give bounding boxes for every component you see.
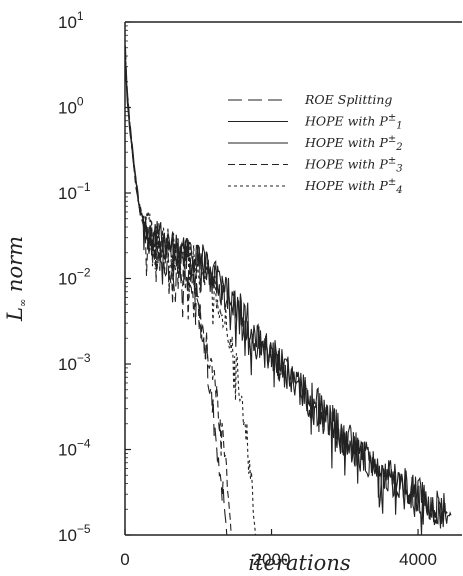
- y-tick-exponent: 0: [77, 95, 84, 109]
- y-tick-base: 10: [58, 184, 77, 203]
- y-tick-label: 10−4: [58, 437, 91, 460]
- y-axis-label-rest: norm: [3, 236, 27, 299]
- legend-label-main: HOPE with P: [304, 114, 388, 129]
- y-tick-label: 10−3: [58, 351, 91, 374]
- legend-label-sup: ±: [388, 113, 396, 124]
- y-tick-label: 10−1: [58, 180, 91, 203]
- y-tick-label: 101: [58, 9, 84, 32]
- series-line-5: [124, 49, 256, 536]
- legend-label-1: ROE Splitting: [304, 92, 392, 107]
- y-tick-base: 10: [58, 270, 77, 289]
- legend-label-sub: 2: [395, 142, 402, 153]
- legend-label-5: HOPE with P±4: [304, 177, 403, 196]
- series-line-1: [124, 45, 228, 536]
- series-layer: [124, 45, 452, 536]
- legend-label-sup: ±: [388, 177, 396, 188]
- y-tick-exponent: −3: [77, 351, 91, 365]
- y-tick-exponent: 1: [77, 9, 84, 23]
- y-tick-label: 100: [58, 95, 84, 118]
- legend-label-sup: ±: [388, 134, 396, 145]
- y-tick-base: 10: [58, 99, 77, 118]
- y-tick-base: 10: [58, 13, 77, 32]
- y-tick-exponent: −2: [77, 266, 91, 280]
- y-tick-exponent: −4: [77, 437, 91, 451]
- x-axis-label: iterations: [248, 551, 350, 575]
- y-tick-label: 10−2: [58, 266, 91, 289]
- legend-label-4: HOPE with P±3: [304, 156, 403, 175]
- legend-label-2: HOPE with P±1: [304, 113, 403, 132]
- legend-label-main: HOPE with P: [304, 135, 388, 150]
- y-tick-exponent: −5: [77, 522, 91, 536]
- legend-label-main: ROE Splitting: [304, 92, 392, 107]
- legend-label-sub: 3: [396, 164, 402, 175]
- x-tick-label: 4000: [399, 550, 437, 569]
- legend-label-sup: ±: [388, 156, 396, 167]
- y-tick-base: 10: [58, 441, 77, 460]
- x-tick-label: 2000: [253, 550, 291, 569]
- y-axis-label: L∞ norm: [3, 236, 29, 322]
- y-axis-label-sub: ∞: [18, 299, 29, 307]
- y-tick-exponent: −1: [77, 180, 91, 194]
- legend-label-sub: 4: [395, 185, 402, 196]
- legend-label-3: HOPE with P±2: [304, 134, 403, 153]
- series-line-4: [124, 55, 232, 536]
- x-tick-label: 0: [120, 550, 129, 569]
- legend-label-main: HOPE with P: [304, 178, 388, 193]
- y-tick-base: 10: [58, 526, 77, 545]
- series-line-3: [124, 67, 452, 536]
- y-axis-label-main: L: [3, 307, 27, 322]
- x-ticks: 0 2000 4000: [120, 529, 437, 569]
- y-tick-label: 10−5: [58, 522, 91, 545]
- y-tick-base: 10: [58, 355, 77, 374]
- legend-label-main: HOPE with P: [304, 157, 388, 172]
- legend-label-sub: 1: [396, 121, 402, 132]
